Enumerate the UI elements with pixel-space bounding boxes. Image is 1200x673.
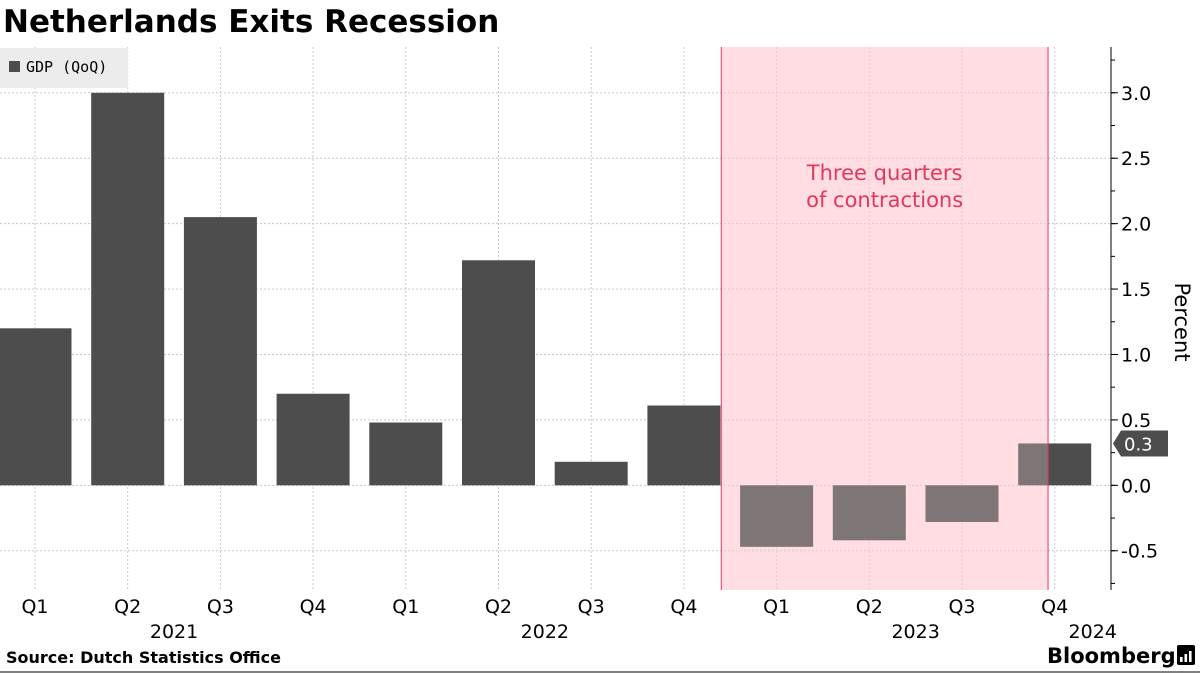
y-tick-label: 2.0 [1121, 214, 1151, 236]
x-tick-label: Q1 [763, 596, 790, 618]
x-year-label: 2021 [150, 621, 198, 643]
bar [91, 92, 165, 486]
bar [647, 405, 721, 486]
x-axis: Q1 Q2 Q3 Q4 Q1 Q2 Q3 Q4 Q1 Q2 Q3 Q4 2021 2022 2023 2024 [21, 596, 1116, 643]
y-tick-label: -0.5 [1121, 541, 1158, 563]
bar [1018, 443, 1092, 486]
bar [369, 422, 443, 486]
x-tick-label: Q3 [578, 596, 605, 618]
last-value-badge-shape [1113, 430, 1168, 457]
y-axis: -0.5 0.0 0.5 1.0 1.5 2.0 2.5 3.0 [1110, 47, 1158, 590]
x-year-label: 2022 [521, 621, 569, 643]
x-tick-label: Q4 [670, 596, 697, 618]
y-axis-label: Percent [1170, 282, 1194, 361]
terminal-icon [1177, 645, 1195, 665]
x-tick-label: Q2 [485, 596, 512, 618]
legend: GDP (QoQ) [0, 48, 128, 88]
y-tick-label: 0.0 [1121, 475, 1151, 497]
y-tick-label: 1.5 [1121, 279, 1151, 301]
bar [276, 393, 350, 486]
legend-swatch [9, 61, 20, 72]
x-tick-label: Q1 [21, 596, 48, 618]
bar [832, 485, 906, 541]
highlight-overlay-band [721, 47, 1049, 590]
bar [183, 217, 257, 486]
y-tick-label: 1.0 [1121, 344, 1151, 366]
bar [554, 461, 628, 486]
x-tick-label: Q2 [856, 596, 883, 618]
annotation-line: of contractions [806, 188, 963, 212]
chart-title: Netherlands Exits Recession [3, 4, 499, 40]
y-tick-label: 0.5 [1121, 410, 1151, 432]
x-tick-label: Q4 [300, 596, 327, 618]
annotation-line: Three quarters [806, 161, 963, 185]
bars [0, 92, 1092, 547]
x-tick-label: Q1 [392, 596, 419, 618]
legend-label: GDP (QoQ) [26, 58, 107, 76]
legend-background [0, 48, 128, 88]
annotation: Three quarters of contractions [806, 161, 963, 212]
x-year-label: 2023 [891, 621, 939, 643]
bar [0, 328, 72, 486]
x-tick-label: Q3 [948, 596, 975, 618]
last-value-badge: 0.3 [1113, 430, 1168, 457]
x-year-label: 2024 [1069, 621, 1117, 643]
brand-logo: Bloomberg [1047, 644, 1176, 668]
y-tick-label: 3.0 [1121, 83, 1151, 105]
source-note: Source: Dutch Statistics Office [6, 648, 281, 667]
last-value-badge-text: 0.3 [1124, 434, 1153, 455]
x-tick-label: Q2 [114, 596, 141, 618]
bar [740, 485, 814, 547]
y-tick-label: 2.5 [1121, 148, 1151, 170]
highlight-overlay [720, 47, 1049, 590]
x-tick-label: Q4 [1041, 596, 1068, 618]
bar [462, 260, 535, 486]
x-tick-label: Q3 [207, 596, 234, 618]
bar [925, 485, 999, 522]
